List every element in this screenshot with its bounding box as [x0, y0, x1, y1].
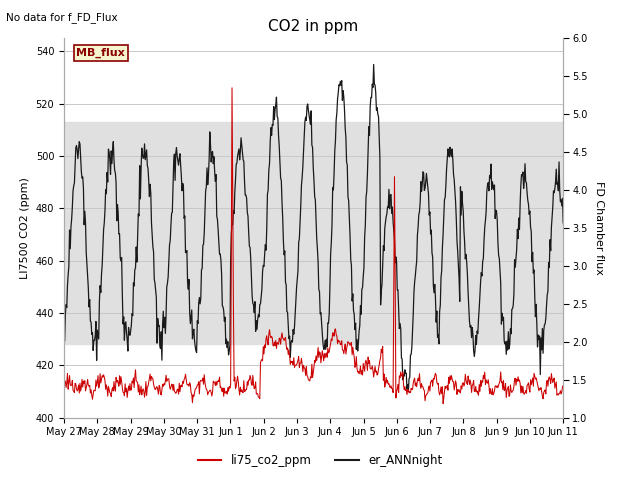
Text: No data for f_FD_Flux: No data for f_FD_Flux — [6, 12, 118, 23]
Legend: li75_co2_ppm, er_ANNnight: li75_co2_ppm, er_ANNnight — [193, 449, 447, 472]
Y-axis label: FD Chamber flux: FD Chamber flux — [595, 181, 604, 275]
Bar — [64, 122, 563, 344]
Title: CO2 in ppm: CO2 in ppm — [268, 20, 359, 35]
Y-axis label: LI7500 CO2 (ppm): LI7500 CO2 (ppm) — [20, 177, 30, 279]
Text: MB_flux: MB_flux — [77, 48, 125, 58]
